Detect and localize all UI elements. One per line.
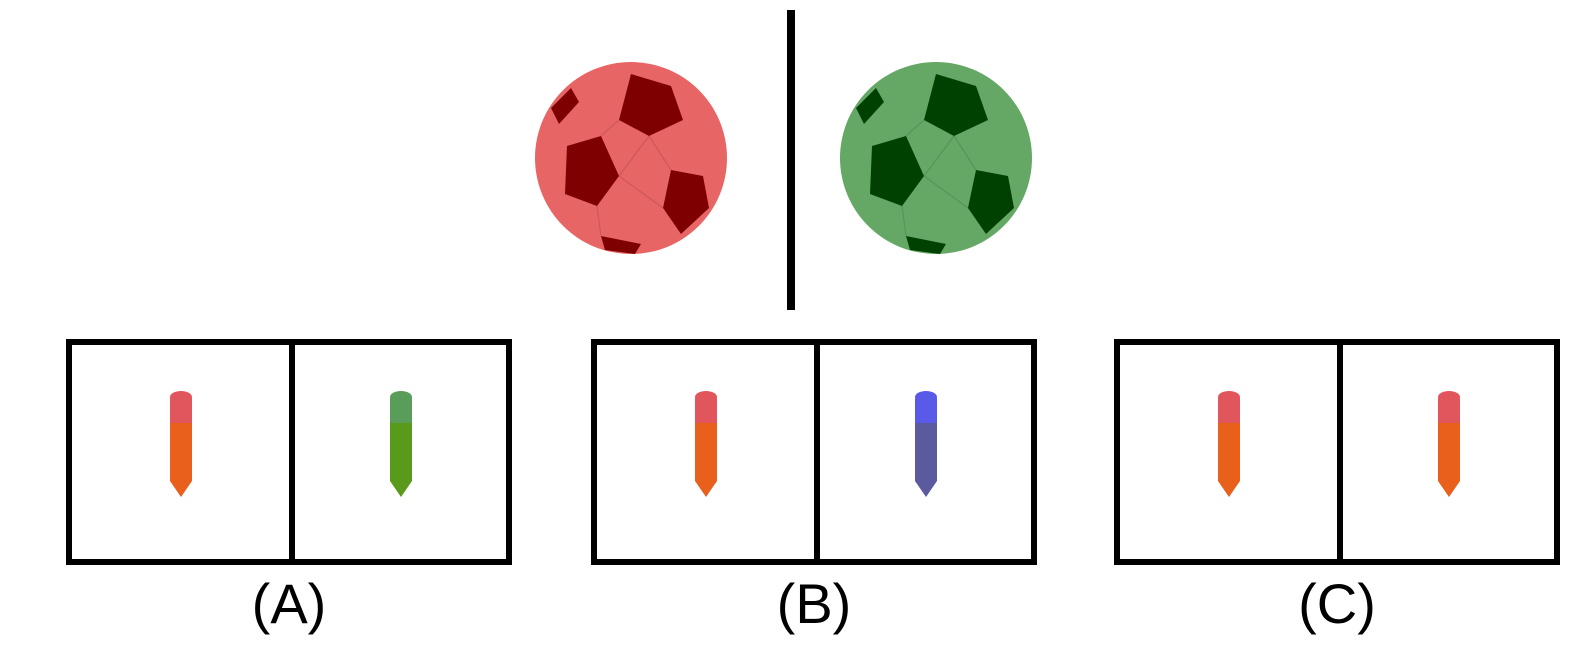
crayon-icon — [389, 391, 412, 497]
soccer-ball-icon — [840, 62, 1032, 254]
option-c-label: (C) — [1298, 572, 1376, 635]
option-a-left-cell — [72, 345, 289, 559]
option-c-right-cell — [1337, 345, 1554, 559]
crayon-icon — [914, 391, 937, 497]
divider-line — [787, 10, 795, 310]
option-b-label: (B) — [776, 572, 852, 635]
option-b-box[interactable] — [591, 339, 1037, 565]
option-c-left-cell — [1120, 345, 1337, 559]
crayon-icon — [694, 391, 717, 497]
crayon-icon — [169, 391, 192, 497]
option-a-right-cell — [289, 345, 506, 559]
option-a-label: (A) — [251, 572, 327, 635]
crayon-icon — [1217, 391, 1240, 497]
option-b-left-cell — [597, 345, 814, 559]
soccer-ball-icon — [535, 62, 727, 254]
option-c-box[interactable] — [1114, 339, 1560, 565]
option-a-box[interactable] — [66, 339, 512, 565]
crayon-icon — [1437, 391, 1460, 497]
option-b-right-cell — [814, 345, 1031, 559]
